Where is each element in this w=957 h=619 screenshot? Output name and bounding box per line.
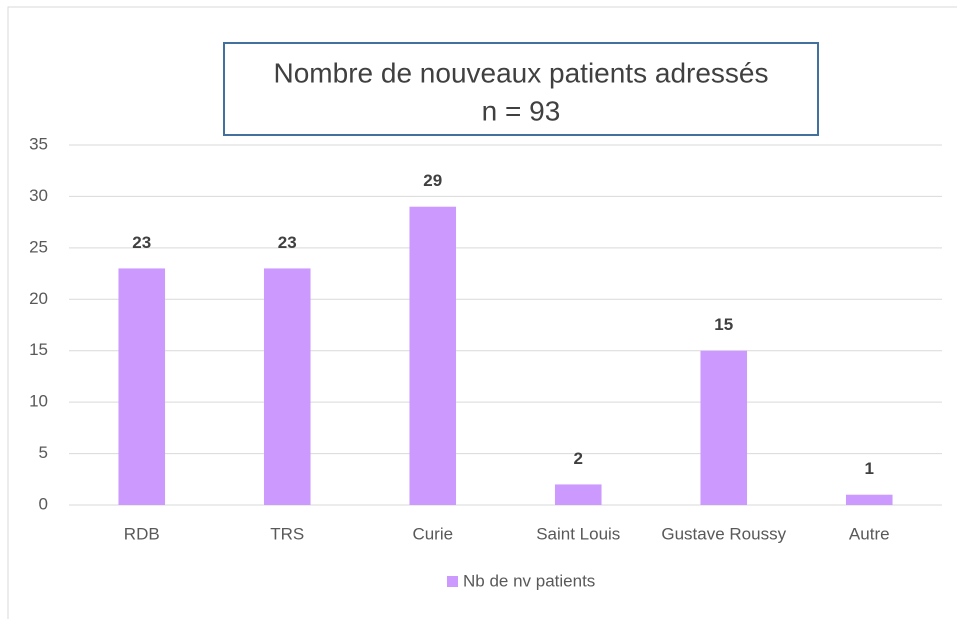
x-tick-label: RDB [124,524,160,543]
y-tick-label: 20 [29,289,48,308]
y-tick-label: 30 [29,186,48,205]
y-tick-label: 15 [29,340,48,359]
chart-subtitle: n = 93 [482,95,561,126]
data-label: 2 [574,449,583,468]
x-tick-label: Autre [849,524,890,543]
bar [263,268,311,505]
y-tick-label: 35 [29,134,48,153]
chart-title: Nombre de nouveaux patients adressés [274,57,769,88]
y-tick-label: 5 [39,443,48,462]
bar [700,350,748,505]
bar [118,268,166,505]
y-tick-label: 25 [29,237,48,256]
data-label: 23 [278,233,297,252]
y-tick-label: 0 [39,494,48,513]
legend-swatch [447,576,458,587]
data-label: 29 [423,171,442,190]
x-tick-label: Saint Louis [536,524,620,543]
data-label: 23 [132,233,151,252]
data-label: 1 [865,459,874,478]
x-tick-label: Gustave Roussy [661,524,786,543]
x-tick-label: TRS [270,524,304,543]
data-label: 15 [714,315,733,334]
legend-label: Nb de nv patients [463,571,595,590]
bar [845,494,893,505]
y-tick-label: 10 [29,392,48,411]
title-box [223,42,819,136]
x-tick-label: Curie [412,524,453,543]
bar [409,206,457,505]
chart-frame [7,6,957,619]
bar [554,484,602,505]
